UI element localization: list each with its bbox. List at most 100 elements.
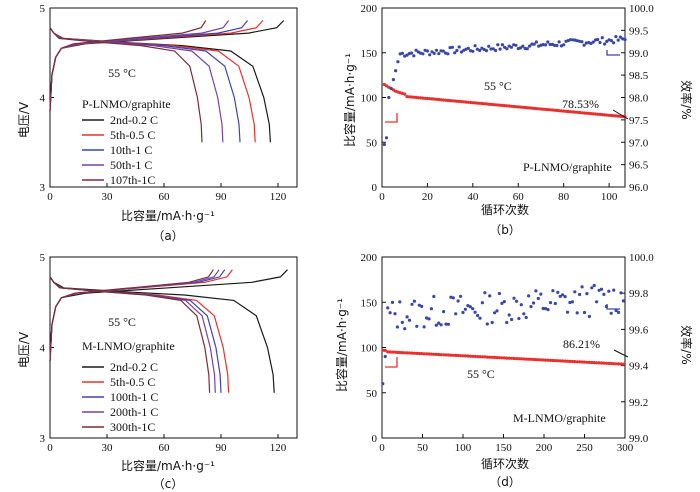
- panel-b-efficiency-point: [557, 40, 561, 44]
- panel-b-capacity-point: [591, 112, 595, 116]
- panel-d-efficiency-point: [553, 301, 557, 306]
- panel-d-xtick-label: 250: [576, 442, 593, 454]
- panel-b-capacity-point: [464, 100, 468, 104]
- panel-b-capacity-point: [589, 112, 593, 116]
- panel-d-efficiency-point: [454, 312, 458, 316]
- panel-b-capacity-point: [471, 101, 475, 105]
- panel-d-efficiency-point: [468, 305, 472, 309]
- panel-d-capacity-point: [490, 355, 494, 359]
- panel-b-efficiency-point: [387, 95, 391, 100]
- panel-d-ytick-label: 50: [366, 388, 378, 400]
- panel-d-efficiency-point: [483, 291, 487, 295]
- panel-d-efficiency-point: [422, 325, 426, 329]
- panel-d-capacity-point: [444, 353, 448, 357]
- panel-d-efficiency-point: [393, 312, 397, 316]
- panel-a-legend-label: 10th-1 C: [110, 143, 152, 157]
- panel-b-capacity-point: [568, 110, 573, 114]
- panel-d-capacity-point: [388, 350, 392, 354]
- panel-d-capacity-point: [495, 356, 499, 360]
- panel-d-capacity-point: [612, 362, 616, 366]
- panel-d-retention: 86.21%: [563, 337, 600, 351]
- panel-d-efficiency-point: [395, 325, 399, 329]
- panel-c-temperature: 55 °C: [108, 315, 136, 329]
- panel-d-capacity-point: [420, 352, 424, 356]
- panel-b-capacity-point: [614, 114, 618, 118]
- panel-b-xlabel: 循环次数: [481, 202, 529, 217]
- panel-b-capacity-point: [480, 101, 484, 106]
- panel-d-capacity-point: [558, 359, 562, 363]
- panel-c-charge-curve: [49, 269, 214, 362]
- panel-b-efficiency-point: [498, 47, 502, 51]
- panel-d-efficiency-point: [497, 291, 501, 296]
- panel-c-xtick-label: 120: [270, 442, 287, 454]
- panel-d-efficiency-point: [551, 289, 555, 293]
- panel-b-retention-arrow: [612, 109, 629, 120]
- panel-d-efficiency-point: [466, 304, 470, 308]
- panel-d-y2tick-label: 99.8: [629, 288, 649, 300]
- panel-d-efficiency-point: [522, 312, 526, 316]
- panel-d-efficiency-point: [407, 318, 412, 322]
- panel-b-efficiency-point: [623, 37, 627, 42]
- panel-b-capacity-point: [487, 102, 491, 106]
- panel-d-capacity-point: [563, 359, 567, 363]
- panel-b-capacity-point: [512, 104, 516, 109]
- panel-b-ytick-label: 0: [372, 182, 378, 194]
- panel-b-efficiency-point: [582, 43, 586, 47]
- panel-d-y2tick-label: 99.0: [629, 433, 649, 445]
- panel-a-legend-label: 50th-1 C: [110, 158, 152, 172]
- panel-d-efficiency-point: [456, 299, 460, 303]
- panel-b-xtick-label: 40: [467, 191, 479, 203]
- panel-d-capacity-point: [505, 356, 509, 360]
- panel-b-capacity-point: [419, 96, 423, 100]
- panel-b-y2tick-label: 97.0: [629, 137, 649, 149]
- panel-c-material: M-LNMO/graphite: [82, 339, 175, 353]
- panel-b-temperature: 55 °C: [484, 79, 512, 93]
- panel-d-capacity-point: [497, 356, 501, 360]
- panel-d-efficiency-point: [597, 288, 601, 292]
- panel-d-efficiency-point: [495, 309, 499, 313]
- panel-d-efficiency-point: [451, 296, 455, 300]
- panel-d-ytick-label: 150: [361, 297, 378, 309]
- panel-b-capacity-point: [432, 97, 436, 101]
- panel-d-efficiency-point: [405, 315, 409, 319]
- panel-d-capacity-point: [456, 353, 460, 358]
- panel-b-capacity-point: [450, 99, 454, 103]
- panel-d-capacity-point: [412, 351, 416, 355]
- panel-d-ylabel: 比容量/mA·h·g⁻¹: [334, 298, 349, 392]
- panel-d-capacity-point: [565, 359, 570, 363]
- panel-c-discharge-curve: [49, 276, 211, 393]
- panel-b-left-axis-arrow: [385, 113, 398, 123]
- panel-b-ytick-label: 200: [361, 3, 378, 15]
- panel-b-efficiency-point: [500, 43, 504, 47]
- panel-d: 0 50 100 150 200 250 300 0 50 100 150 200 99.0 99.2 99…: [361, 252, 655, 454]
- panel-d-capacity-point: [485, 355, 489, 359]
- panel-b-capacity-point: [607, 113, 611, 117]
- panel-b-capacity-point: [439, 98, 443, 102]
- panel-b-y2tick-label: 98.0: [629, 93, 649, 105]
- panel-d-efficiency-point: [524, 315, 528, 320]
- panel-d-capacity-point: [393, 350, 397, 354]
- panel-a-xtick-label: 30: [102, 191, 114, 203]
- panel-b-capacity-point: [543, 107, 548, 111]
- panel-d-retention-arrow: [613, 349, 629, 358]
- panel-d-capacity-point: [519, 357, 523, 361]
- panel-b-capacity-point: [537, 107, 541, 111]
- panel-b-caption: （b）: [489, 223, 521, 237]
- panel-d-capacity-point: [493, 355, 497, 359]
- panel-b-efficiency-point: [409, 51, 414, 55]
- panel-b-efficiency-point: [421, 52, 425, 56]
- panel-d-efficiency-point: [590, 286, 594, 290]
- panel-d-efficiency-point: [609, 311, 613, 315]
- panel-b-y2tick-label: 96.0: [629, 182, 649, 194]
- panel-d-capacity-point: [502, 356, 506, 360]
- panel-d-xtick-label: 50: [417, 442, 429, 454]
- panel-b-efficiency-point: [405, 53, 409, 57]
- panel-d-capacity-point: [587, 360, 592, 364]
- panel-d-efficiency-point: [473, 310, 477, 314]
- panel-d-efficiency-point: [485, 322, 489, 326]
- panel-d-efficiency-point: [616, 310, 621, 314]
- panel-d-capacity-point: [529, 357, 533, 361]
- panel-d-temperature: 55 °C: [467, 367, 495, 381]
- panel-d-capacity-point: [427, 352, 431, 356]
- panel-b-efficiency-point: [525, 47, 529, 51]
